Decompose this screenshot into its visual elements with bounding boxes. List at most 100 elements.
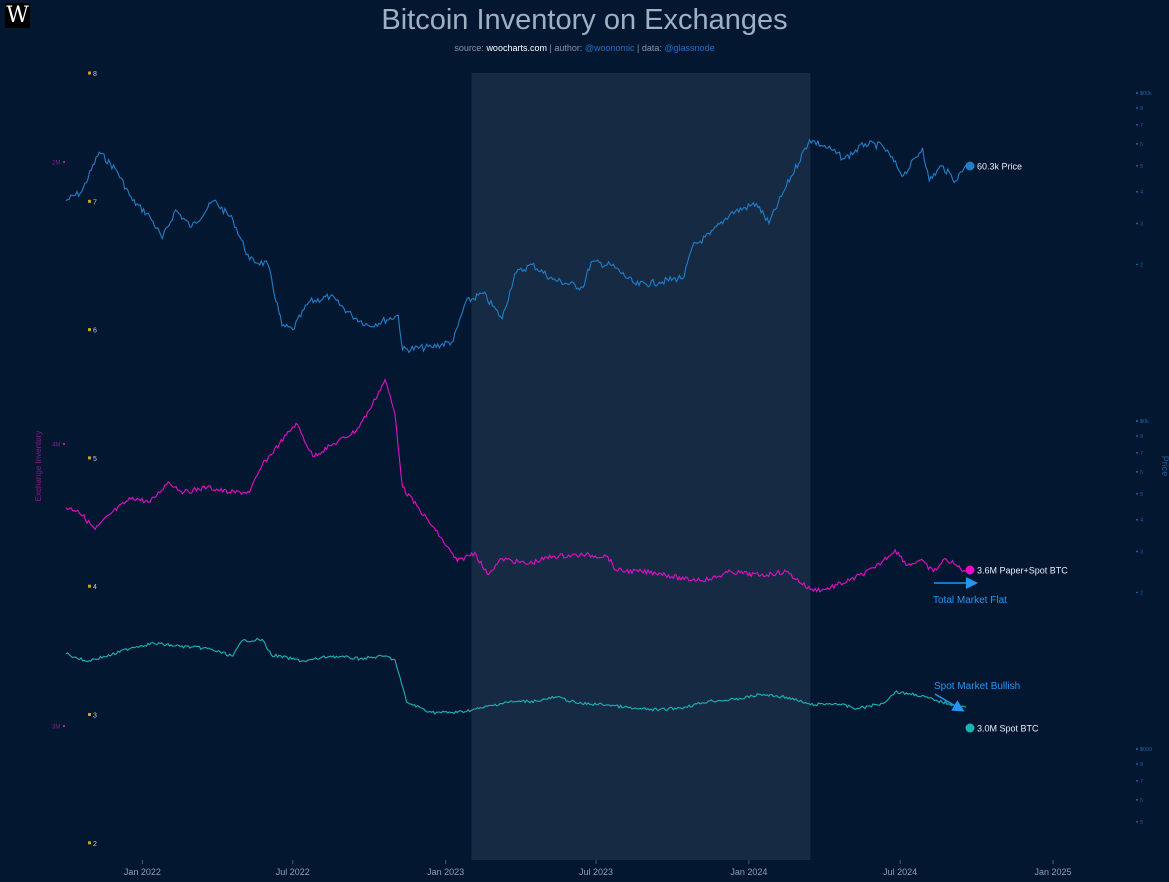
x-tick-jan-2022: Jan 2022 [124, 860, 161, 877]
svg-text:8: 8 [1140, 434, 1143, 440]
svg-text:2M: 2M [52, 161, 60, 167]
right-tick: 8 [1136, 762, 1143, 768]
x-tick-jul-2022: Jul 2022 [276, 860, 310, 877]
svg-text:4M: 4M [52, 443, 60, 449]
annotation-total-market-flat: Total Market Flat [933, 595, 1007, 606]
right-tick: 6 [1136, 142, 1143, 148]
svg-text:Jul 2023: Jul 2023 [579, 867, 613, 877]
right-tick: 3 [1136, 550, 1143, 556]
spot-inventory-end-marker [965, 723, 975, 733]
svg-text:Jan 2023: Jan 2023 [427, 867, 464, 877]
chart-title: Bitcoin Inventory on Exchanges [381, 4, 788, 36]
left-tick-2: 2 [88, 841, 97, 848]
left-tick-6: 6 [88, 328, 97, 335]
author-link[interactable]: @woonomic [584, 43, 635, 53]
right-tick: 8 [1136, 106, 1143, 112]
right-tick: 1000 [1136, 747, 1152, 753]
price-line [65, 138, 967, 354]
svg-text:3: 3 [93, 713, 97, 720]
left-axis-label: Exchange Inventory [34, 431, 43, 502]
right-tick: 7 [1136, 779, 1143, 785]
svg-text:8: 8 [1140, 106, 1143, 112]
right-tick: 4 [1136, 190, 1143, 196]
svg-text:2: 2 [93, 841, 97, 848]
svg-text:3: 3 [1140, 222, 1143, 228]
svg-text:4: 4 [1140, 190, 1143, 196]
svg-text:3M: 3M [52, 725, 60, 731]
source-value[interactable]: woocharts.com [486, 43, 547, 53]
left-marker-3M: 3M [52, 725, 65, 731]
svg-text:2: 2 [1140, 591, 1143, 597]
series-layer: 60.3k Price 3.6M Paper+Spot BTC 3.0M Spot … [65, 138, 1068, 734]
svg-text:4: 4 [1140, 518, 1143, 524]
x-tick-jul-2023: Jul 2023 [579, 860, 613, 877]
svg-text:5: 5 [1140, 164, 1143, 170]
author-label: | author: [549, 43, 583, 53]
svg-text:7: 7 [93, 199, 97, 206]
right-tick: 9 [1136, 747, 1143, 753]
left-tick-3: 3 [88, 713, 97, 720]
right-tick: 7 [1136, 451, 1143, 457]
svg-text:Jul 2024: Jul 2024 [883, 867, 917, 877]
right-tick: 9 [1136, 91, 1143, 97]
spot-inventory-end-label: 3.0M Spot BTC [977, 724, 1039, 734]
x-tick-jan-2023: Jan 2023 [427, 860, 464, 877]
svg-text:3: 3 [1140, 550, 1143, 556]
x-axis: Jan 2022 Jul 2022 Jan 2023 Jul 2023 Jan 2024… [124, 860, 1072, 877]
left-tick-4: 4 [88, 584, 97, 591]
x-tick-jan-2024: Jan 2024 [730, 860, 767, 877]
annotation-layer: Total Market Flat Spot Market Bullish [933, 577, 1020, 712]
svg-text:9: 9 [1140, 91, 1143, 97]
right-tick: 7 [1136, 123, 1143, 129]
total-inventory-end-marker [965, 565, 975, 575]
right-tick: 9 [1136, 419, 1143, 425]
spot-inventory-line [65, 637, 967, 715]
total-inventory-end-label: 3.6M Paper+Spot BTC [977, 566, 1068, 576]
chart-subtitle: source: woocharts.com | author: @woonomi… [0, 43, 1169, 53]
right-tick: 3 [1136, 222, 1143, 228]
svg-text:Jan 2022: Jan 2022 [124, 867, 161, 877]
svg-text:7: 7 [1140, 451, 1143, 457]
total-inventory-line [65, 378, 967, 593]
svg-text:5: 5 [1140, 492, 1143, 498]
svg-text:100k: 100k [1140, 91, 1152, 97]
x-tick-jul-2024: Jul 2024 [883, 860, 917, 877]
x-tick-jan-2025: Jan 2025 [1034, 860, 1072, 877]
svg-text:Jan 2025: Jan 2025 [1034, 867, 1071, 877]
svg-text:5: 5 [1140, 820, 1143, 826]
right-tick: 4 [1136, 518, 1143, 524]
left-tick-5: 5 [88, 456, 97, 463]
right-tick: 6 [1136, 798, 1143, 804]
spot-market-arrow [934, 693, 965, 712]
right-tick: 8 [1136, 434, 1143, 440]
right-tick: 2 [1136, 591, 1143, 597]
right-tick: 2 [1136, 263, 1143, 269]
svg-text:4: 4 [93, 584, 97, 591]
svg-text:7: 7 [1140, 779, 1143, 785]
data-source-link[interactable]: @glassnode [664, 43, 715, 53]
right-tick: 6 [1136, 470, 1143, 476]
svg-text:Jul 2022: Jul 2022 [276, 867, 310, 877]
left-marker-2M: 2M [52, 161, 65, 167]
right-axis-label: Price [1160, 456, 1169, 477]
svg-text:9: 9 [1140, 419, 1143, 425]
annotation-spot-market-bullish: Spot Market Bullish [934, 681, 1020, 692]
svg-text:6: 6 [1140, 142, 1143, 148]
svg-text:6: 6 [1140, 798, 1143, 804]
highlight-band [471, 73, 811, 860]
right-tick: 100k [1136, 91, 1152, 97]
right-tick: 5 [1136, 820, 1143, 826]
svg-text:10k: 10k [1140, 419, 1149, 425]
svg-text:2: 2 [1140, 263, 1143, 269]
left-marker-4M: 4M [52, 443, 65, 449]
left-tick-8: 8 [88, 71, 97, 78]
price-end-label: 60.3k Price [977, 162, 1022, 172]
svg-text:1000: 1000 [1140, 747, 1152, 753]
svg-text:7: 7 [1140, 123, 1143, 129]
right-tick: 5 [1136, 492, 1143, 498]
left-tick-7: 7 [88, 199, 97, 206]
svg-text:Jan 2024: Jan 2024 [730, 867, 767, 877]
right-tick: 5 [1136, 164, 1143, 170]
